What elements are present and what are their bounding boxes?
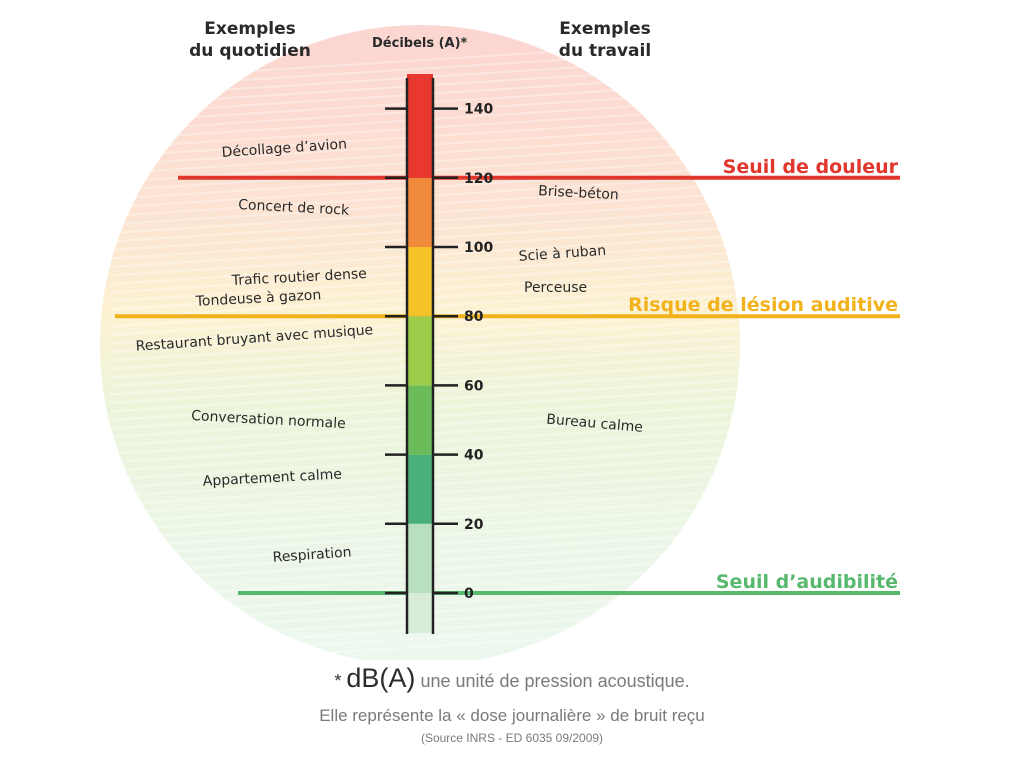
footer-dose-note: Elle représente la « dose journalière » … [319, 706, 705, 725]
tick-label-120: 120 [464, 171, 493, 187]
daily-header-line-2: du quotidien [189, 41, 311, 61]
scale-band-6 [407, 74, 433, 178]
daily-examples-header: Exemples du quotidien [170, 18, 330, 62]
footer-unit-description: une unité de pression acoustique. [420, 671, 690, 691]
axis-title: Décibels (A)* [372, 36, 468, 51]
work-example-0: Brise-béton [538, 183, 619, 203]
decibel-scale-svg: 0 20 40 60 80 100 120 140 Seuil de douleur Risqu… [100, 25, 900, 660]
work-header-line-2: du travail [558, 41, 652, 61]
work-examples-header: Exemples du travail [530, 18, 680, 62]
daily-example-6: Appartement calme [202, 466, 342, 489]
work-example-2: Perceuse [524, 280, 587, 296]
tick-label-60: 60 [464, 378, 484, 394]
footer-unit-definition: * dB(A) une unité de pression acoustique… [0, 663, 1024, 694]
daily-example-3: Tondeuse à gazon [194, 287, 321, 310]
scale-band-3 [407, 316, 433, 386]
threshold-label-1: Risque de lésion auditive [628, 294, 898, 316]
scale-band-0 [407, 523, 433, 593]
work-header-line-1: Exemples [559, 19, 651, 39]
scale-bar-tail [407, 593, 433, 633]
tick-label-80: 80 [464, 309, 484, 325]
scale-band-5 [407, 177, 433, 247]
tick-label-20: 20 [464, 517, 484, 533]
daily-example-7: Respiration [272, 544, 352, 565]
tick-label-100: 100 [464, 240, 493, 256]
threshold-label-0: Seuil de douleur [723, 156, 899, 178]
footer-source: (Source INRS - ED 6035 09/2009) [420, 731, 604, 745]
footer-star: * [334, 671, 342, 691]
scale-band-2 [407, 385, 433, 455]
work-example-1: Scie à ruban [518, 243, 606, 265]
threshold-label-2: Seuil d’audibilité [716, 571, 898, 593]
footer-unit: dB(A) [346, 663, 416, 693]
daily-header-line-1: Exemples [204, 19, 296, 39]
scale-band-4 [407, 247, 433, 317]
daily-example-1: Concert de rock [238, 197, 351, 219]
tick-label-40: 40 [464, 448, 484, 464]
daily-example-2: Trafic routier dense [230, 266, 367, 289]
tick-label-140: 140 [464, 102, 493, 118]
scale-band-1 [407, 454, 433, 524]
tick-label-0: 0 [464, 586, 474, 602]
